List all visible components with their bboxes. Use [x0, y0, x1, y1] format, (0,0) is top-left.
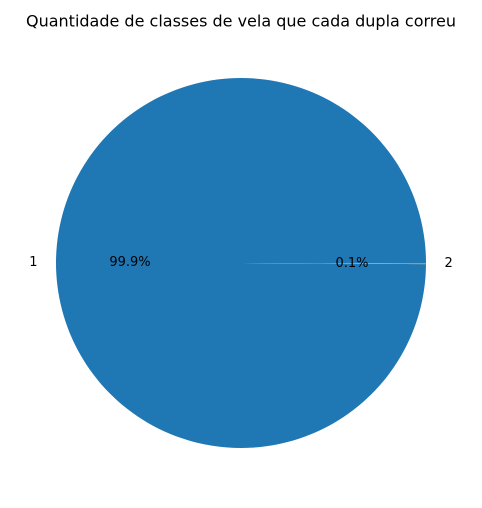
pie-slices	[55, 77, 427, 448]
pie-slice-1	[55, 77, 427, 448]
pie-percent-1: 99.9%	[109, 255, 150, 270]
pie-labels: 1 99.9% 2 0.1%	[29, 255, 453, 271]
pie-slice-2	[241, 263, 426, 265]
pie-label-1: 1	[29, 255, 37, 270]
chart-title: Quantidade de classes de vela que cada d…	[26, 12, 456, 31]
pie-percent-2: 0.1%	[335, 256, 368, 271]
pie-label-2: 2	[444, 256, 452, 271]
